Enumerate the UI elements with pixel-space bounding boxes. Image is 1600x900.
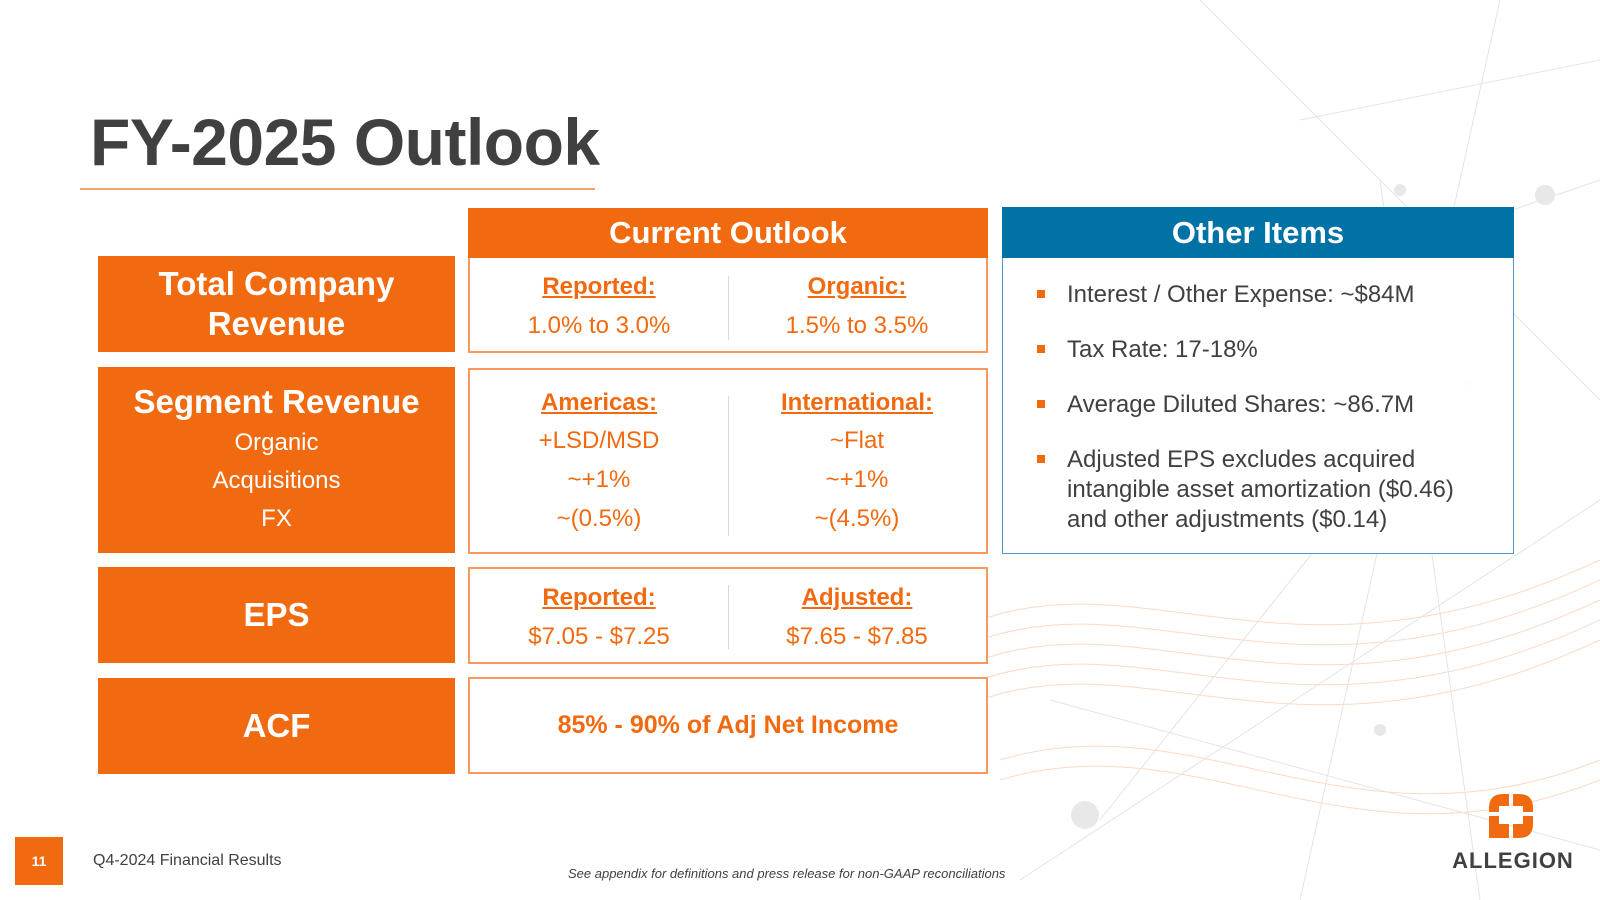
acf-label: ACF [242,707,311,744]
title-underline [80,188,595,190]
acf-values-box: 85% - 90% of Adj Net Income [468,677,988,774]
segment-americas-fx: ~(0.5%) [556,505,642,532]
revenue-organic-cell: Organic: 1.5% to 3.5% [728,258,986,351]
row-label-revenue: Total Company Revenue [98,256,455,352]
segment-sublabel-acquisitions: Acquisitions [212,467,341,494]
segment-sublabel-fx: FX [261,505,292,532]
eps-reported-heading: Reported: [542,584,656,611]
footnote: See appendix for definitions and press r… [568,866,1006,881]
page-number: 11 [15,837,63,885]
bullet-square-icon [1037,290,1045,298]
segment-label: Segment Revenue [133,383,420,420]
other-items-header: Other Items [1002,207,1514,258]
segment-values-box: Americas: +LSD/MSD ~+1% ~(0.5%) Internat… [468,368,988,554]
segment-international-fx: ~(4.5%) [814,505,900,532]
other-item-text: Adjusted EPS excludes acquired intangibl… [1067,446,1454,533]
segment-international-acquisitions: ~+1% [825,466,889,493]
current-outlook-header: Current Outlook [468,208,988,258]
segment-international-cell: International: ~Flat ~+1% ~(4.5%) [728,370,986,552]
other-items-box: Interest / Other Expense: ~$84M Tax Rate… [1002,258,1514,554]
other-item-interest: Interest / Other Expense: ~$84M [1033,280,1493,310]
other-item-tax-rate: Tax Rate: 17-18% [1033,335,1493,365]
revenue-reported-heading: Reported: [542,273,656,300]
segment-americas-heading: Americas: [540,389,658,416]
other-item-shares: Average Diluted Shares: ~86.7M [1033,390,1493,420]
revenue-label-line2: Revenue [207,305,346,342]
other-item-text: Interest / Other Expense: ~$84M [1067,281,1415,308]
eps-label: EPS [243,596,310,633]
revenue-organic-heading: Organic: [807,273,907,300]
bullet-square-icon [1037,400,1045,408]
allegion-logo: ALLEGION [1448,790,1578,880]
other-item-adjusted-eps: Adjusted EPS excludes acquired intangibl… [1033,445,1493,535]
eps-values-box: Reported: $7.05 - $7.25 Adjusted: $7.65 … [468,567,988,664]
revenue-organic-value: 1.5% to 3.5% [785,312,929,339]
segment-americas-acquisitions: ~+1% [567,466,631,493]
eps-reported-cell: Reported: $7.05 - $7.25 [470,569,728,662]
revenue-label-line1: Total Company [158,265,395,302]
allegion-logo-icon [1489,794,1533,838]
other-item-text: Tax Rate: 17-18% [1067,336,1258,363]
row-label-eps: EPS [98,567,455,663]
row-label-segment: Segment Revenue Organic Acquisitions FX [98,367,455,553]
logo-wordmark: ALLEGION [1452,848,1574,873]
segment-americas-organic: +LSD/MSD [538,427,660,454]
revenue-reported-cell: Reported: 1.0% to 3.0% [470,258,728,351]
revenue-divider [728,276,729,340]
other-item-text: Average Diluted Shares: ~86.7M [1067,391,1415,418]
footer-label: Q4-2024 Financial Results [93,852,282,869]
eps-adjusted-heading: Adjusted: [801,584,913,611]
segment-international-organic: ~Flat [829,427,885,454]
segment-divider [728,396,729,536]
bullet-square-icon [1037,455,1045,463]
bullet-square-icon [1037,345,1045,353]
eps-adjusted-cell: Adjusted: $7.65 - $7.85 [728,569,986,662]
eps-divider [728,585,729,649]
eps-adjusted-value: $7.65 - $7.85 [786,623,928,650]
segment-americas-cell: Americas: +LSD/MSD ~+1% ~(0.5%) [470,370,728,552]
segment-international-heading: International: [780,389,933,416]
revenue-reported-value: 1.0% to 3.0% [527,312,671,339]
segment-sublabel-organic: Organic [234,429,319,456]
page-title: FY-2025 Outlook [90,105,600,179]
acf-value: 85% - 90% of Adj Net Income [557,711,899,739]
revenue-values-box: Reported: 1.0% to 3.0% Organic: 1.5% to … [468,258,988,353]
eps-reported-value: $7.05 - $7.25 [528,623,670,650]
row-label-acf: ACF [98,678,455,774]
